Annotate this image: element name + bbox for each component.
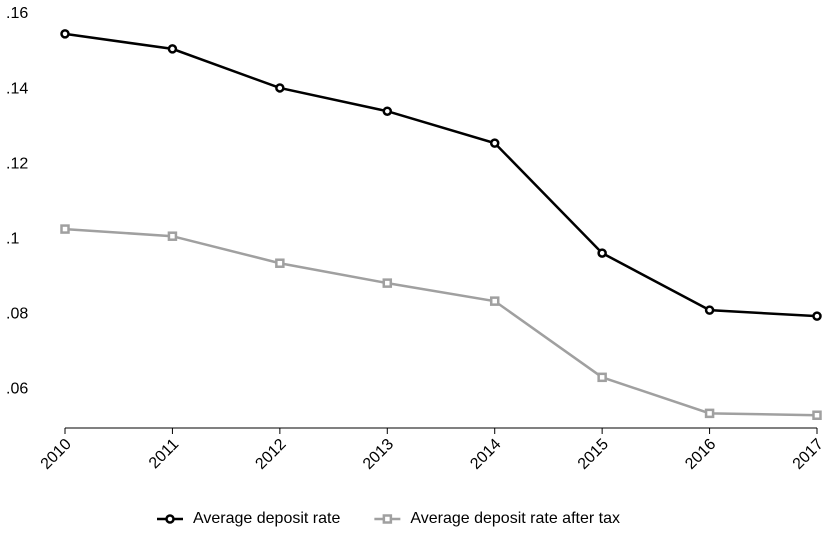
y-tick-label: .06 (6, 381, 28, 398)
marker (60, 29, 70, 39)
marker (167, 44, 178, 54)
x-tick-label: 2015 (575, 436, 612, 473)
x-tick-label: 2012 (252, 436, 289, 473)
marker (489, 138, 500, 148)
marker (275, 258, 285, 268)
legend-marker (165, 514, 175, 524)
marker (167, 231, 178, 241)
marker (704, 305, 715, 315)
x-tick-label: 2010 (38, 436, 75, 473)
y-tick-label: .16 (6, 5, 28, 22)
marker (812, 410, 822, 420)
marker (812, 311, 822, 321)
y-tick-label: .1 (6, 230, 19, 247)
legend-label: Average deposit rate after tax (410, 510, 620, 527)
series-line (64, 227, 818, 417)
x-tick-label: 2011 (146, 436, 182, 472)
legend: Average deposit rate Average deposit rate… (157, 510, 620, 527)
marker (275, 83, 285, 93)
y-tick-label: .08 (6, 305, 28, 322)
marker (597, 372, 607, 383)
x-tick-label: 2017 (790, 436, 822, 473)
x-tick-label: 2014 (467, 436, 504, 473)
marker (597, 248, 607, 258)
marker (489, 296, 500, 306)
y-tick-label: .12 (6, 155, 28, 172)
legend-marker (382, 514, 393, 524)
series-line (64, 32, 818, 318)
marker (60, 224, 70, 234)
marker (382, 106, 393, 116)
legend-label: Average deposit rate (193, 510, 340, 527)
x-tick-label: 2016 (682, 436, 719, 473)
marker (704, 408, 715, 419)
y-tick-label: .14 (6, 80, 28, 97)
x-tick-label: 2013 (360, 436, 397, 473)
marker (382, 278, 393, 288)
